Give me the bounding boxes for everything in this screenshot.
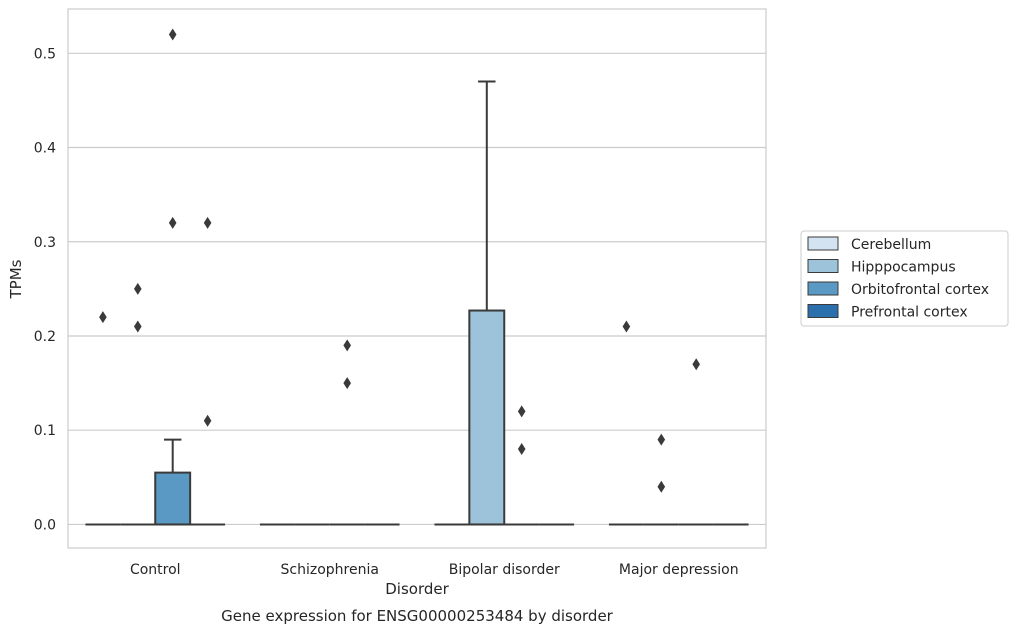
x-tick-label: Control — [130, 562, 181, 578]
box-mark — [120, 282, 156, 526]
box-series — [85, 28, 749, 526]
box-mark — [85, 311, 121, 526]
y-tick-label: 0.5 — [34, 46, 56, 62]
x-tick-label: Major depression — [619, 562, 739, 578]
legend: Cerebellum Hipppocampus Orbitofrontal cort… — [800, 230, 1009, 327]
box-mark — [643, 433, 679, 526]
outlier-point — [134, 282, 142, 295]
outlier-point — [168, 216, 177, 229]
outlier-point — [203, 216, 212, 229]
outlier-point — [203, 414, 212, 427]
x-axis-ticks: Control Schizophrenia Bipolar disorder Majo… — [130, 562, 739, 578]
box-mark — [504, 405, 540, 526]
series-group — [120, 80, 679, 526]
legend-swatch — [807, 304, 839, 318]
legend-item: Cerebellum — [807, 236, 931, 253]
y-axis-ticks: 0.0 0.1 0.2 0.3 0.4 0.5 — [34, 46, 56, 533]
legend-label: Prefrontal cortex — [851, 305, 968, 321]
y-tick-label: 0.1 — [34, 423, 56, 439]
legend-label: Orbitofrontal cortex — [851, 282, 989, 298]
y-tick-label: 0.4 — [34, 141, 56, 157]
legend-item: Hipppocampus — [807, 259, 956, 276]
chart-caption: Gene expression for ENSG00000253484 by d… — [221, 607, 614, 625]
legend-label: Hipppocampus — [851, 260, 956, 276]
legend-swatch — [807, 259, 839, 273]
outlier-point — [168, 28, 177, 41]
outlier-point — [99, 311, 107, 324]
y-tick-label: 0.3 — [34, 235, 56, 251]
box-mark — [608, 320, 644, 526]
outlier-point — [517, 405, 526, 418]
outlier-point — [622, 320, 631, 333]
series-group — [154, 28, 714, 526]
series-group — [85, 311, 644, 526]
box-body — [154, 471, 192, 526]
outlier-point — [134, 320, 142, 333]
box-mark — [154, 28, 192, 526]
y-tick-label: 0.2 — [34, 329, 56, 345]
outlier-point — [343, 377, 351, 390]
outlier-point — [692, 358, 700, 371]
x-tick-label: Schizophrenia — [281, 562, 379, 578]
y-axis-label: TPMs — [7, 259, 25, 299]
plot-frame — [67, 8, 767, 549]
box-mark — [678, 358, 714, 526]
box-mark — [468, 80, 506, 526]
legend-item: Orbitofrontal cortex — [807, 281, 989, 298]
y-tick-label: 0.0 — [34, 517, 56, 533]
box-mark — [329, 339, 365, 526]
legend-swatch — [807, 236, 839, 251]
legend-frame — [800, 230, 1009, 327]
series-group — [190, 216, 749, 526]
x-tick-label: Bipolar disorder — [449, 562, 560, 578]
outlier-point — [343, 339, 351, 352]
legend-item: Prefrontal cortex — [807, 304, 968, 321]
x-axis-label: Disorder — [385, 580, 449, 598]
legend-swatch — [807, 281, 839, 296]
legend-label: Cerebellum — [851, 237, 931, 253]
outlier-point — [657, 433, 666, 446]
box-mark — [190, 216, 226, 526]
box-body — [468, 309, 506, 526]
outlier-point — [657, 480, 666, 493]
outlier-point — [517, 443, 526, 456]
